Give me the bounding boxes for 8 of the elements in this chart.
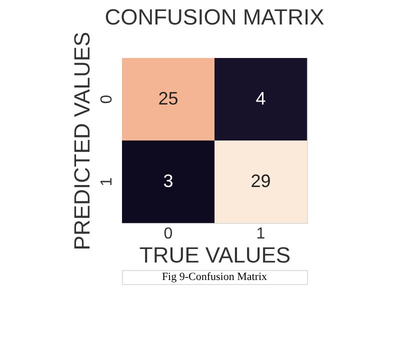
data-label: 4 bbox=[256, 88, 266, 108]
data-label: 29 bbox=[250, 170, 271, 191]
chart-title: CONFUSION MATRIX bbox=[104, 4, 325, 30]
x-axis-title: TRUE VALUES bbox=[139, 242, 291, 268]
y-axis-title: PREDICTED VALUES bbox=[70, 32, 94, 250]
data-label: 25 bbox=[158, 88, 178, 108]
data-label: 3 bbox=[163, 170, 174, 191]
caption: Fig 9-Confusion Matrix bbox=[162, 271, 268, 283]
